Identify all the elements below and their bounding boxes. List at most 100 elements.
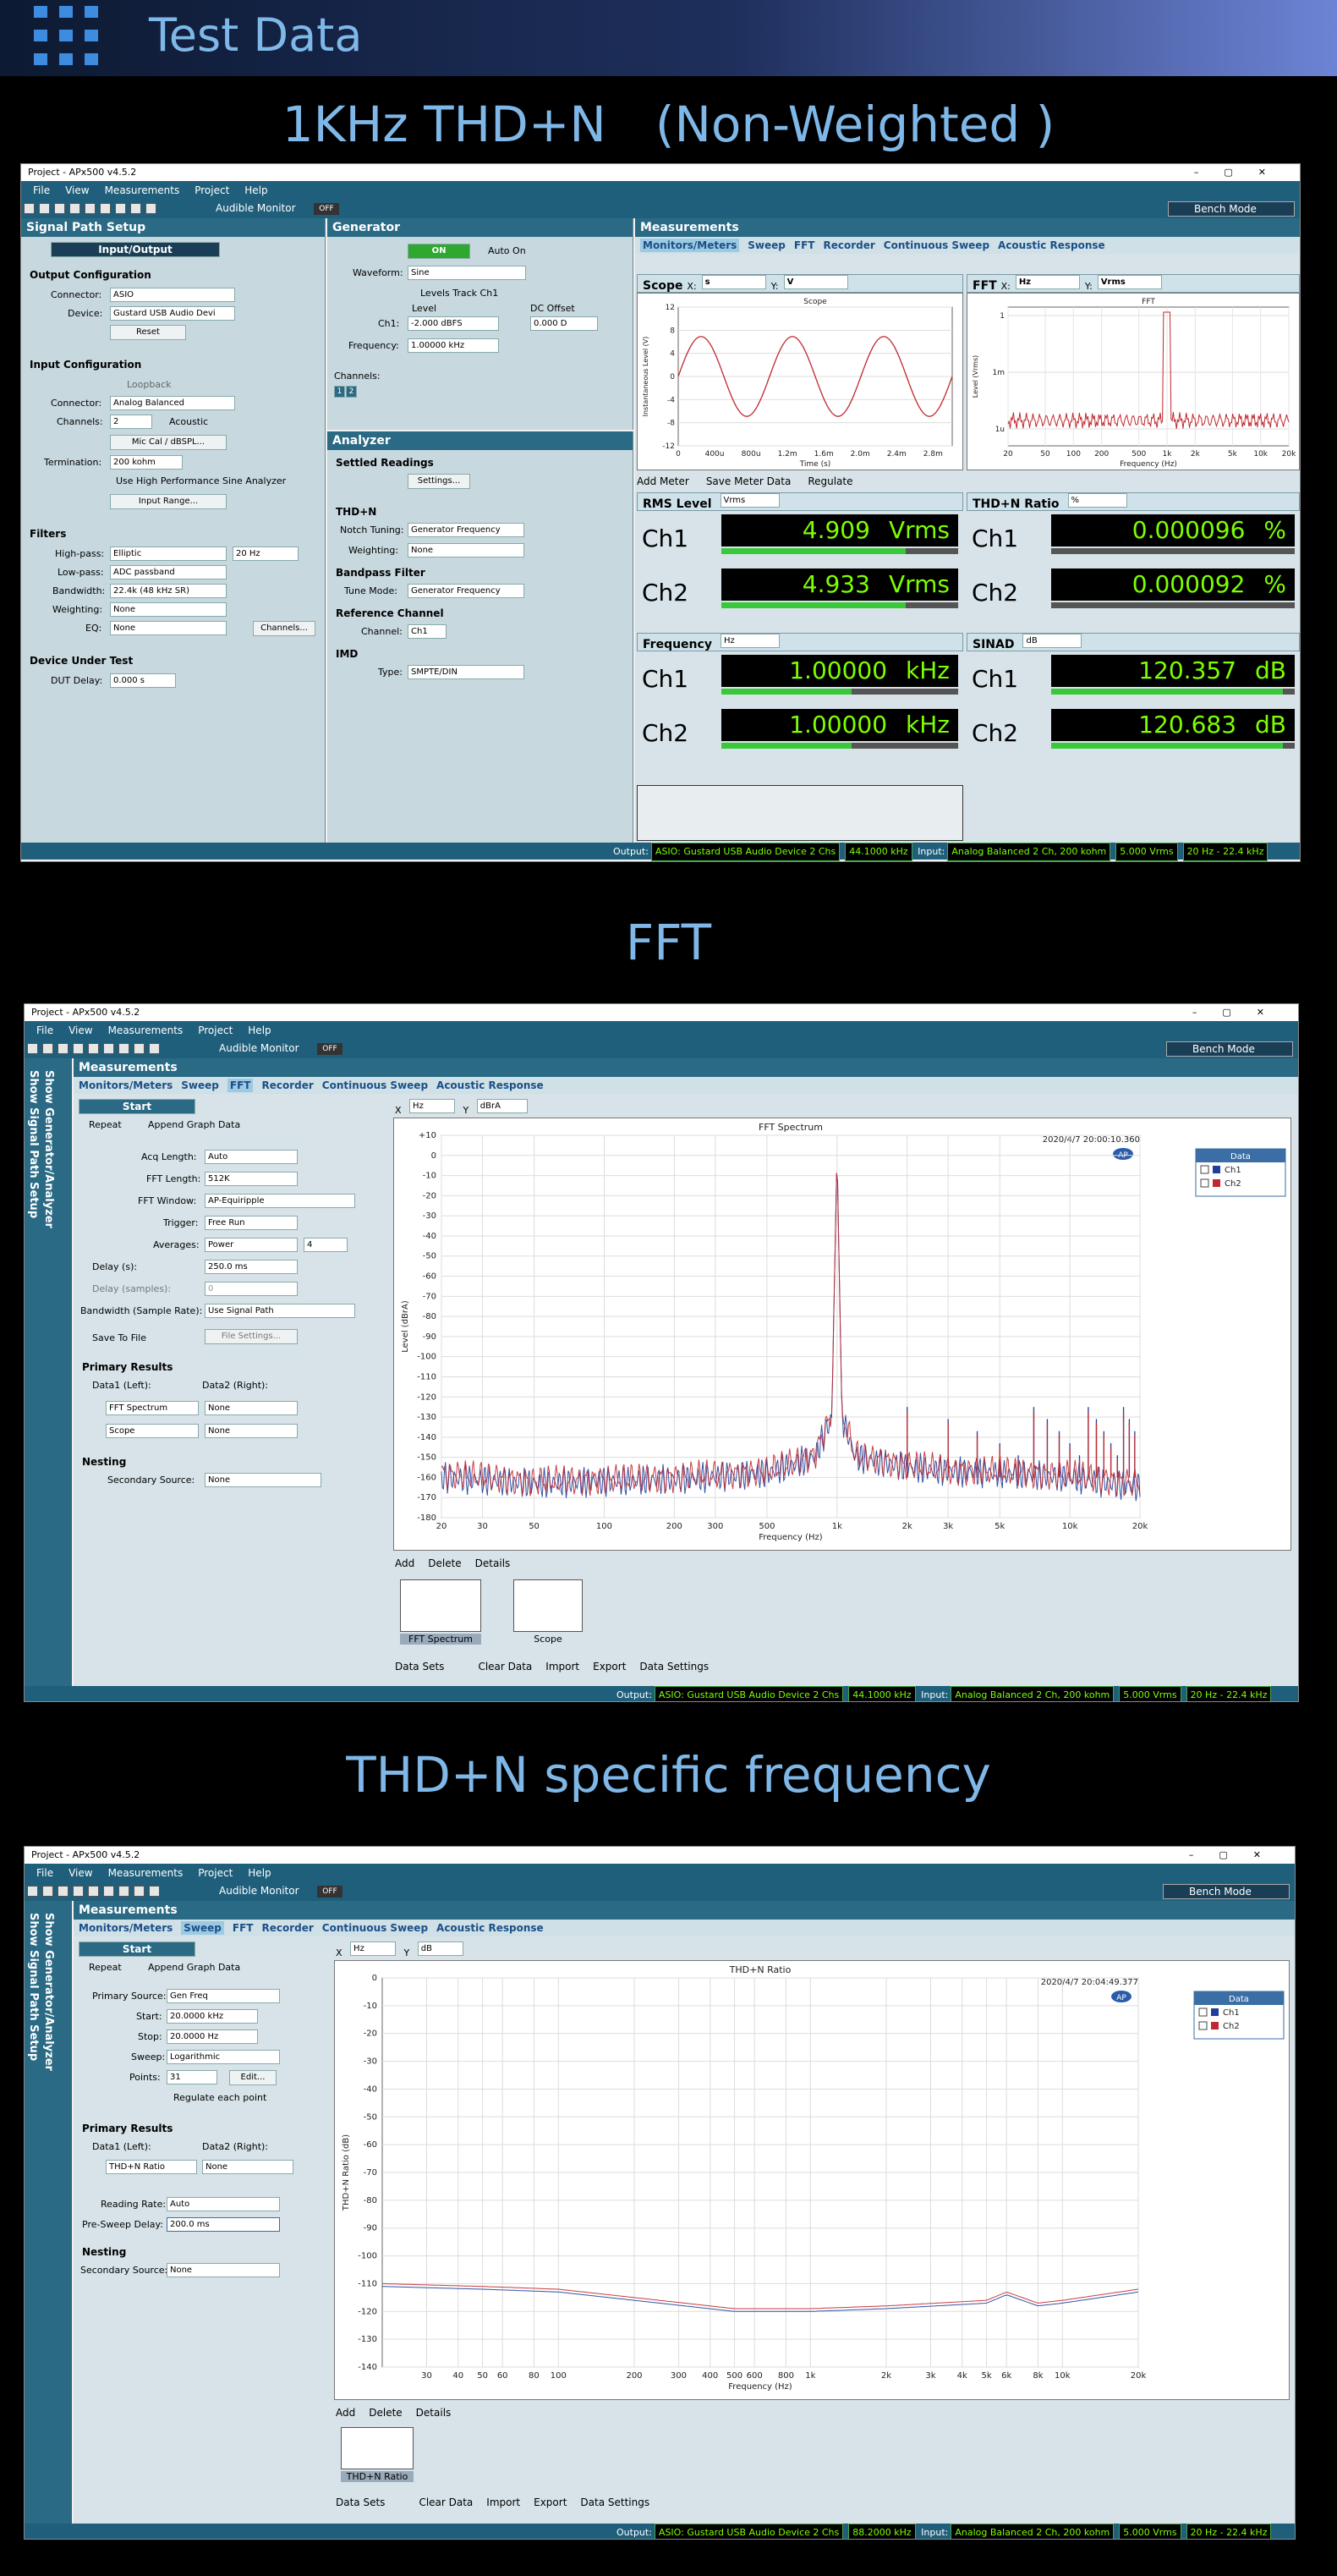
bench-mode-select[interactable]: Bench Mode bbox=[1163, 1884, 1290, 1899]
menu-help[interactable]: Help bbox=[248, 1867, 271, 1879]
channel-badge-1[interactable]: 1 bbox=[334, 386, 345, 398]
meter-unit-select[interactable]: dB bbox=[1022, 634, 1082, 648]
gear-icon[interactable] bbox=[118, 1886, 129, 1897]
menu-view[interactable]: View bbox=[68, 1867, 93, 1879]
regulate-each-checkbox[interactable]: Regulate each point bbox=[173, 2092, 267, 2103]
mic-cal-button[interactable]: Mic Cal / dBSPL... bbox=[110, 435, 227, 450]
open-icon[interactable] bbox=[39, 203, 50, 214]
levels-track-checkbox[interactable]: Levels Track Ch1 bbox=[420, 288, 499, 299]
fft-window-select[interactable]: AP-Equiripple bbox=[205, 1194, 355, 1208]
thumb-scope[interactable] bbox=[513, 1579, 583, 1632]
points-stepper[interactable]: 31 bbox=[167, 2070, 217, 2084]
clear-data-button[interactable]: Clear Data bbox=[478, 1661, 533, 1672]
tab-recorder[interactable]: Recorder bbox=[261, 1079, 314, 1091]
input-range-button[interactable]: Input Range... bbox=[110, 494, 227, 509]
menu-file[interactable]: File bbox=[36, 1867, 54, 1879]
camera-icon[interactable] bbox=[134, 1043, 145, 1054]
lowpass-select[interactable]: ADC passband bbox=[110, 565, 227, 579]
file-settings-button[interactable]: File Settings... bbox=[205, 1329, 298, 1344]
frequency-field[interactable]: 1.00000 kHz bbox=[408, 338, 499, 353]
y-unit-select[interactable]: dB bbox=[417, 1942, 463, 1956]
data-settings-button[interactable]: Data Settings bbox=[580, 2496, 650, 2508]
tab-monitors[interactable]: Monitors/Meters bbox=[640, 239, 740, 252]
channels-stepper[interactable]: 2 bbox=[110, 415, 152, 429]
tab-recorder[interactable]: Recorder bbox=[823, 239, 875, 251]
acq-length-select[interactable]: Auto bbox=[205, 1150, 298, 1164]
output-device[interactable]: ASIO: Gustard USB Audio Device 2 Chs bbox=[654, 2524, 844, 2539]
save-icon[interactable] bbox=[54, 203, 65, 214]
result-thdn-data2[interactable]: None bbox=[202, 2160, 293, 2174]
repeat-checkbox[interactable]: Repeat bbox=[89, 1119, 122, 1130]
chart-icon[interactable] bbox=[100, 203, 111, 214]
thumb-thdn-ratio[interactable] bbox=[341, 2427, 414, 2469]
secondary-source-select[interactable]: None bbox=[205, 1473, 321, 1487]
audible-monitor-toggle[interactable]: OFF bbox=[317, 1886, 342, 1898]
tab-monitors[interactable]: Monitors/Meters bbox=[79, 1079, 173, 1091]
input-range[interactable]: 5.000 Vrms bbox=[1119, 2524, 1181, 2539]
chart-icon[interactable] bbox=[103, 1886, 114, 1897]
show-generator-tab[interactable]: Show Generator/Analyzer bbox=[42, 1913, 55, 2071]
delete-graph-button[interactable]: Delete bbox=[428, 1557, 462, 1569]
menu-view[interactable]: View bbox=[65, 184, 90, 196]
menu-help[interactable]: Help bbox=[248, 1024, 271, 1036]
menu-file[interactable]: File bbox=[33, 184, 51, 196]
save-to-file-checkbox[interactable]: Save To File bbox=[92, 1332, 146, 1343]
open-icon[interactable] bbox=[42, 1043, 53, 1054]
save-meter-button[interactable]: Save Meter Data bbox=[705, 475, 792, 487]
primary-source-select[interactable]: Gen Freq bbox=[167, 1989, 280, 2003]
tab-fft[interactable]: FFT bbox=[232, 1922, 254, 1934]
weighting-select[interactable]: None bbox=[110, 602, 227, 617]
scope-y-select[interactable]: V bbox=[783, 275, 848, 289]
new-icon[interactable] bbox=[27, 1886, 38, 1897]
tab-sweep[interactable]: Sweep bbox=[748, 239, 786, 251]
tune-mode-select[interactable]: Generator Frequency bbox=[408, 584, 524, 598]
waveform-select[interactable]: Sine bbox=[408, 266, 526, 280]
output-device[interactable]: ASIO: Gustard USB Audio Device 2 Chs bbox=[650, 843, 841, 861]
report-icon[interactable] bbox=[88, 1043, 99, 1054]
report-icon[interactable] bbox=[88, 1886, 99, 1897]
connector-select[interactable]: ASIO bbox=[110, 288, 235, 302]
result-fft-data2[interactable]: None bbox=[205, 1401, 298, 1415]
details-button[interactable]: Details bbox=[474, 1557, 511, 1569]
sweep-start-field[interactable]: 20.0000 kHz bbox=[167, 2009, 258, 2024]
x-unit-select[interactable]: Hz bbox=[409, 1099, 456, 1113]
export-button[interactable]: Export bbox=[593, 1661, 627, 1672]
camera-icon[interactable] bbox=[130, 203, 141, 214]
sweep-stop-field[interactable]: 20.0000 Hz bbox=[167, 2029, 258, 2044]
level-field[interactable]: -2.000 dBFS bbox=[408, 316, 499, 331]
input-bw[interactable]: 20 Hz - 22.4 kHz bbox=[1186, 2524, 1272, 2539]
show-signal-path-tab[interactable]: Show Signal Path Setup bbox=[27, 1070, 40, 1219]
menu-project[interactable]: Project bbox=[198, 1024, 233, 1036]
delay-field[interactable]: 250.0 ms bbox=[205, 1260, 298, 1274]
reset-button[interactable]: Reset bbox=[110, 325, 186, 340]
tab-continuous-sweep[interactable]: Continuous Sweep bbox=[321, 1079, 429, 1091]
meter-unit-select[interactable]: Vrms bbox=[720, 493, 780, 508]
show-signal-path-tab[interactable]: Show Signal Path Setup bbox=[27, 1913, 40, 2062]
delay-radio[interactable]: Delay (s): bbox=[92, 1261, 138, 1272]
generator-on-toggle[interactable]: ON bbox=[408, 244, 470, 259]
append-checkbox[interactable]: Append Graph Data bbox=[148, 1119, 241, 1130]
input-bw[interactable]: 20 Hz - 22.4 kHz bbox=[1186, 1686, 1272, 1701]
type-select[interactable]: SMPTE/DIN bbox=[408, 665, 524, 679]
an-weighting-select[interactable]: None bbox=[408, 543, 524, 557]
menu-project[interactable]: Project bbox=[195, 184, 230, 196]
bandwidth-select[interactable]: 22.4k (48 kHz SR) bbox=[110, 584, 227, 598]
fft-length-select[interactable]: 512K bbox=[205, 1172, 298, 1186]
settings-icon[interactable] bbox=[73, 1886, 84, 1897]
report-icon[interactable] bbox=[85, 203, 96, 214]
tab-continuous-sweep[interactable]: Continuous Sweep bbox=[883, 239, 990, 251]
info-icon[interactable] bbox=[145, 203, 156, 214]
window-controls[interactable]: –▢✕ bbox=[1192, 1007, 1290, 1018]
output-rate[interactable]: 44.1000 kHz bbox=[845, 843, 912, 861]
show-generator-tab[interactable]: Show Generator/Analyzer bbox=[42, 1070, 55, 1228]
averages-count[interactable]: 4 bbox=[304, 1238, 348, 1252]
menu-view[interactable]: View bbox=[68, 1024, 93, 1036]
camera-icon[interactable] bbox=[134, 1886, 145, 1897]
input-output-select[interactable]: Input/Output bbox=[51, 242, 220, 257]
meter-unit-select[interactable]: % bbox=[1067, 493, 1127, 508]
menu-measurements[interactable]: Measurements bbox=[107, 1024, 184, 1036]
regulate-button[interactable]: Regulate bbox=[808, 475, 853, 487]
dc-offset-field[interactable]: 0.000 D bbox=[530, 316, 598, 331]
info-icon[interactable] bbox=[149, 1043, 160, 1054]
menu-help[interactable]: Help bbox=[244, 184, 268, 196]
